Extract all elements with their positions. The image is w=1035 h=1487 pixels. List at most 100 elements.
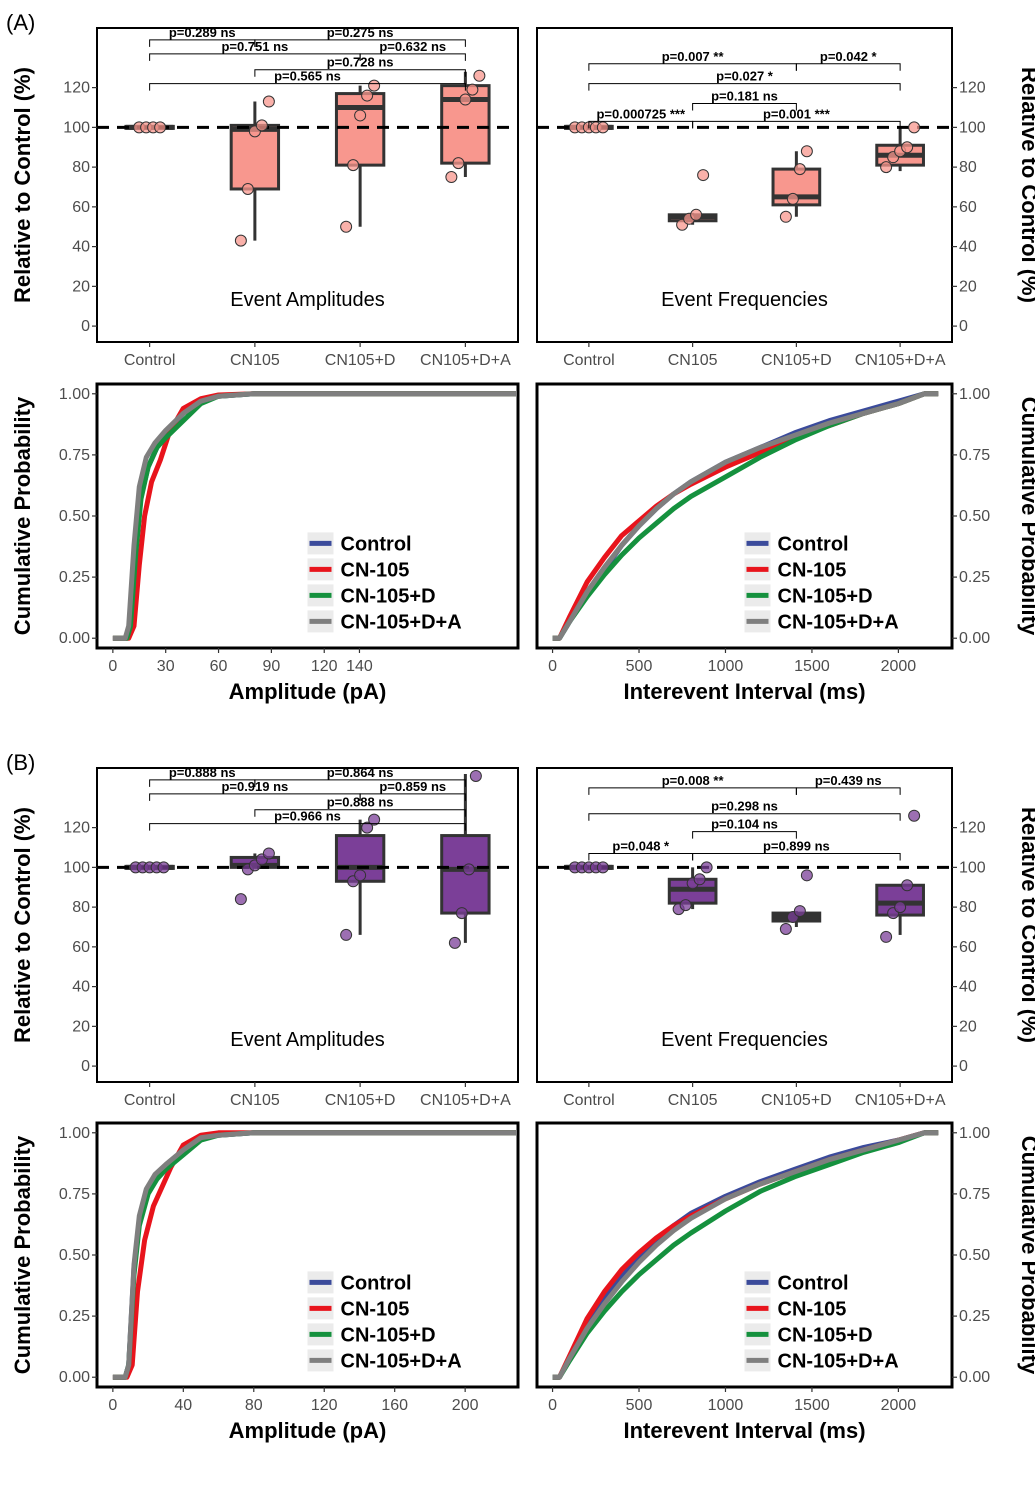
y-tick-label: 120	[959, 820, 986, 837]
box-chart-B_freq: Control CN105 CN105+D CN105+D+A 0 20 40 60 80 100…	[536, 767, 1035, 1109]
line-chart-B_camp: 0 40 80 120 160 200 Amplitude (pA) 0.00 0.25 0.50…	[10, 1121, 520, 1443]
x-tick-label: 40	[174, 1397, 192, 1414]
data-point	[596, 121, 609, 134]
y-axis-title: Cumulative Probability	[1017, 1136, 1035, 1375]
data-point	[241, 182, 254, 195]
x-tick-label: 1000	[708, 658, 744, 675]
y-tick-label: 0.50	[59, 1247, 90, 1264]
y-tick-label: 0.00	[959, 1369, 990, 1386]
x-tick-label: CN105+D+A	[855, 1092, 946, 1109]
x-tick-label: CN105+D+A	[420, 1092, 511, 1109]
significance-bracket	[149, 823, 466, 831]
y-tick-label: 0.50	[959, 1247, 990, 1264]
data-point	[361, 89, 374, 102]
series-line-cn-105-d-a	[552, 391, 939, 641]
significance-bracket	[692, 103, 797, 111]
data-point	[908, 121, 921, 134]
significance-label: p=0.048 *	[612, 838, 670, 853]
x-tick-label: Control	[563, 352, 615, 369]
y-tick-label: 0.00	[59, 630, 90, 647]
data-point	[459, 93, 472, 106]
x-tick-label: 60	[210, 658, 228, 675]
y-tick-label: 20	[959, 278, 977, 295]
significance-label: p=0.181 ns	[711, 89, 778, 104]
box-chart-A_freq: Control CN105 CN105+D CN105+D+A 0 20 40 60 80 100…	[536, 27, 1035, 369]
data-point	[234, 234, 247, 247]
inner-label: Event Frequencies	[661, 1029, 828, 1051]
x-tick-label: CN105	[668, 352, 718, 369]
significance-label: p=0.001 ***	[763, 106, 831, 121]
data-point	[157, 861, 170, 874]
y-tick-label: 100	[63, 859, 90, 876]
y-axis-title: Relative to Control (%)	[10, 807, 35, 1043]
x-tick-label: 200	[452, 1397, 479, 1414]
x-tick-label: CN105+D	[325, 352, 396, 369]
x-tick-label: 120	[311, 658, 338, 675]
y-tick-label: 100	[959, 119, 986, 136]
x-axis-title: Amplitude (pA)	[229, 679, 387, 704]
data-point	[690, 208, 703, 221]
data-point	[697, 169, 710, 182]
y-axis-title: Cumulative Probability	[10, 1135, 35, 1374]
data-point	[234, 893, 247, 906]
inner-label: Event Amplitudes	[230, 289, 385, 311]
significance-bracket	[254, 39, 466, 47]
y-tick-label: 0.75	[959, 1186, 990, 1203]
y-tick-label: 0.00	[959, 630, 990, 647]
x-tick-label: CN105	[230, 1092, 280, 1109]
data-point	[779, 210, 792, 223]
x-tick-label: 30	[157, 658, 175, 675]
data-point	[793, 905, 806, 918]
data-point	[255, 119, 268, 132]
y-tick-label: 60	[72, 939, 90, 956]
significance-label: p=0.275 ns	[327, 25, 394, 40]
y-tick-label: 0	[81, 1058, 90, 1075]
x-tick-label: CN105	[668, 1092, 718, 1109]
data-point	[347, 159, 360, 172]
data-point	[445, 171, 458, 184]
significance-label: p=0.000725 ***	[596, 106, 685, 121]
y-tick-label: 20	[72, 1018, 90, 1035]
y-axis-title: Relative to Control (%)	[1017, 67, 1035, 303]
y-tick-label: 1.00	[959, 386, 990, 403]
significance-bracket	[254, 69, 466, 77]
y-tick-label: 0	[959, 1058, 968, 1075]
data-point	[880, 930, 893, 943]
y-tick-label: 60	[959, 199, 977, 216]
legend-label: CN-105+D	[778, 1324, 873, 1346]
y-tick-label: 0	[81, 318, 90, 335]
x-tick-label: 90	[262, 658, 280, 675]
data-point	[894, 901, 907, 914]
x-tick-label: 80	[245, 1397, 263, 1414]
x-tick-label: Control	[124, 352, 176, 369]
x-tick-label: 2000	[881, 1397, 917, 1414]
significance-bracket	[149, 83, 466, 91]
x-axis-title: Interevent Interval (ms)	[623, 679, 865, 704]
significance-label: p=0.042 *	[820, 49, 878, 64]
x-tick-label: CN105+D	[761, 352, 832, 369]
y-tick-label: 60	[72, 199, 90, 216]
plot-frame	[95, 382, 520, 650]
y-axis-title: Cumulative Probability	[1017, 397, 1035, 636]
x-tick-label: CN105+D+A	[420, 352, 511, 369]
significance-label: p=0.751 ns	[221, 39, 288, 54]
significance-bracket	[359, 53, 466, 61]
y-tick-label: 0.75	[959, 447, 990, 464]
plot-frame	[96, 27, 519, 343]
legend: Control CN-105 CN-105+D CN-105+D+A	[744, 532, 899, 633]
x-tick-label: 500	[626, 1397, 653, 1414]
legend-label: CN-105	[778, 559, 847, 581]
y-tick-label: 1.00	[959, 1125, 990, 1142]
y-tick-label: 80	[72, 159, 90, 176]
y-tick-label: 20	[959, 1018, 977, 1035]
y-tick-label: 120	[63, 80, 90, 97]
significance-bracket	[795, 63, 901, 71]
x-tick-label: 120	[311, 1397, 338, 1414]
box-chart-B_amp: Control CN105 CN105+D CN105+D+A 0 20 40 60 80 100…	[10, 765, 519, 1109]
y-tick-label: 0.75	[59, 1186, 90, 1203]
y-tick-label: 1.00	[59, 386, 90, 403]
x-tick-label: 1500	[794, 1397, 830, 1414]
legend: Control CN-105 CN-105+D CN-105+D+A	[307, 532, 462, 633]
data-point	[800, 145, 813, 158]
y-tick-label: 20	[72, 278, 90, 295]
